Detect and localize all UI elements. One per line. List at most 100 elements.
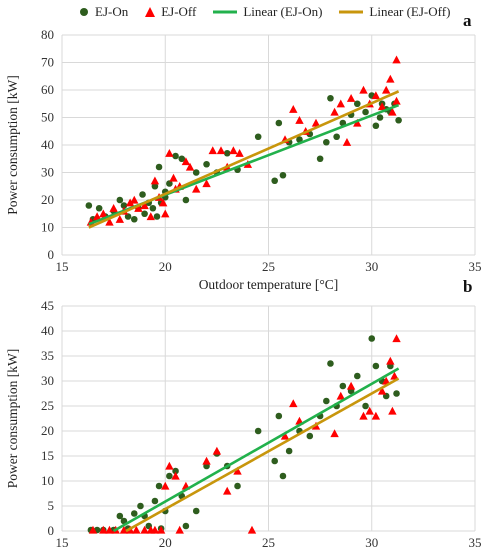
x-tick-label: 35 [469,259,482,274]
data-point-ej-off [165,461,174,470]
y-tick-label: 80 [41,27,54,42]
data-point-ej-off [192,184,201,193]
data-point-ej-off [88,525,98,534]
data-point-ej-off [130,195,139,204]
data-point-ej-on [120,202,128,209]
data-point-ej-off [280,431,290,440]
legend-item-ej-off: EJ-Off [144,4,196,20]
data-point-ej-off [161,209,170,218]
data-point-ej-off [99,209,108,218]
data-point-ej-on [393,390,400,397]
data-point-ej-off [353,118,362,127]
line-marker-icon [213,10,238,14]
data-point-ej-off [140,525,149,534]
data-point-ej-off [311,118,321,127]
data-point-ej-on [279,472,287,480]
data-point-ej-off [342,138,352,146]
data-point-ej-on [85,202,93,209]
data-point-ej-off [233,466,242,475]
y-tick-label: 40 [41,137,54,152]
data-point-ej-on [149,204,157,212]
data-point-ej-on [153,213,161,220]
data-point-ej-on [223,149,231,157]
data-point-ej-off [181,157,191,166]
data-point-ej-on [182,522,190,530]
data-point-ej-off [150,176,160,185]
data-point-ej-on [166,472,173,480]
data-point-ej-on [95,204,103,212]
data-point-ej-on [271,177,278,185]
data-point-ej-off [359,411,368,420]
y-tick-label: 30 [41,165,54,180]
data-point-ej-on [339,382,347,390]
data-point-ej-off [140,201,149,210]
data-point-ej-on [275,119,283,127]
legend-item-ej-on: EJ-On [78,4,128,20]
data-point-ej-on [323,138,330,146]
data-point-ej-off [171,471,180,480]
data-point-ej-on [155,482,163,490]
data-point-ej-on [141,210,148,218]
data-point-ej-off [336,391,345,400]
data-point-ej-off [132,525,141,534]
circle-marker-icon [80,8,88,16]
data-point-ej-off [235,149,244,157]
data-point-ej-on [254,133,262,141]
data-point-ej-off [371,411,381,420]
data-point-ej-off [289,105,298,113]
data-point-ej-off [359,85,368,94]
chart-legend: EJ-On EJ-Off Linear (EJ-On) Linear (EJ-O… [78,2,450,22]
data-point-ej-on [151,182,159,190]
data-point-ej-on [306,432,314,440]
data-point-ej-on [124,213,132,220]
x-tick-label: 35 [469,535,482,550]
data-point-ej-off [386,356,395,365]
data-point-ej-off [115,215,125,223]
data-point-ej-off [229,146,238,155]
data-point-ej-off [392,334,401,343]
data-point-ej-off [365,406,374,415]
legend-label-ej-on: EJ-On [95,4,129,19]
y-tick-label: 20 [41,192,54,207]
data-point-ej-off [388,406,397,415]
data-point-ej-off [392,96,401,105]
data-point-ej-off [165,149,174,157]
data-point-ej-on [234,482,241,490]
data-point-ej-off [295,116,304,124]
x-tick-label: 25 [262,535,275,550]
y-tick-label: 0 [48,523,55,538]
data-point-ej-off [185,162,195,171]
data-point-ej-off [289,399,298,408]
data-point-ej-off [202,179,211,188]
data-point-ej-on [151,497,159,505]
x-tick-label: 25 [262,259,275,274]
data-point-ej-on [395,116,402,124]
y-tick-label: 20 [41,423,54,438]
data-point-ej-on [137,502,144,510]
data-point-ej-off [134,204,143,212]
data-point-ej-on [155,163,163,171]
y-tick-label: 60 [41,82,54,97]
x-tick-label: 20 [159,535,172,550]
data-point-ej-off [169,173,178,182]
data-point-ej-off [156,525,166,534]
data-point-ej-on [178,155,186,163]
y-tick-label: 5 [48,498,55,513]
y-tick-label: 70 [41,55,54,70]
data-point-ej-on [372,362,380,370]
data-point-ej-on [130,215,138,223]
data-point-ej-off [336,99,345,108]
data-point-ej-off [330,107,339,116]
data-point-ej-off [125,198,135,207]
y-tick-label: 0 [48,247,55,262]
data-point-ej-on [368,335,376,342]
data-point-ej-on [285,447,293,455]
data-point-ej-on [323,397,330,405]
data-point-ej-off [377,386,387,395]
data-point-ej-on [271,457,278,465]
data-point-ej-on [327,94,334,102]
data-point-ej-off [382,376,391,385]
data-point-ej-off [330,429,339,438]
data-point-ej-on [182,196,190,204]
